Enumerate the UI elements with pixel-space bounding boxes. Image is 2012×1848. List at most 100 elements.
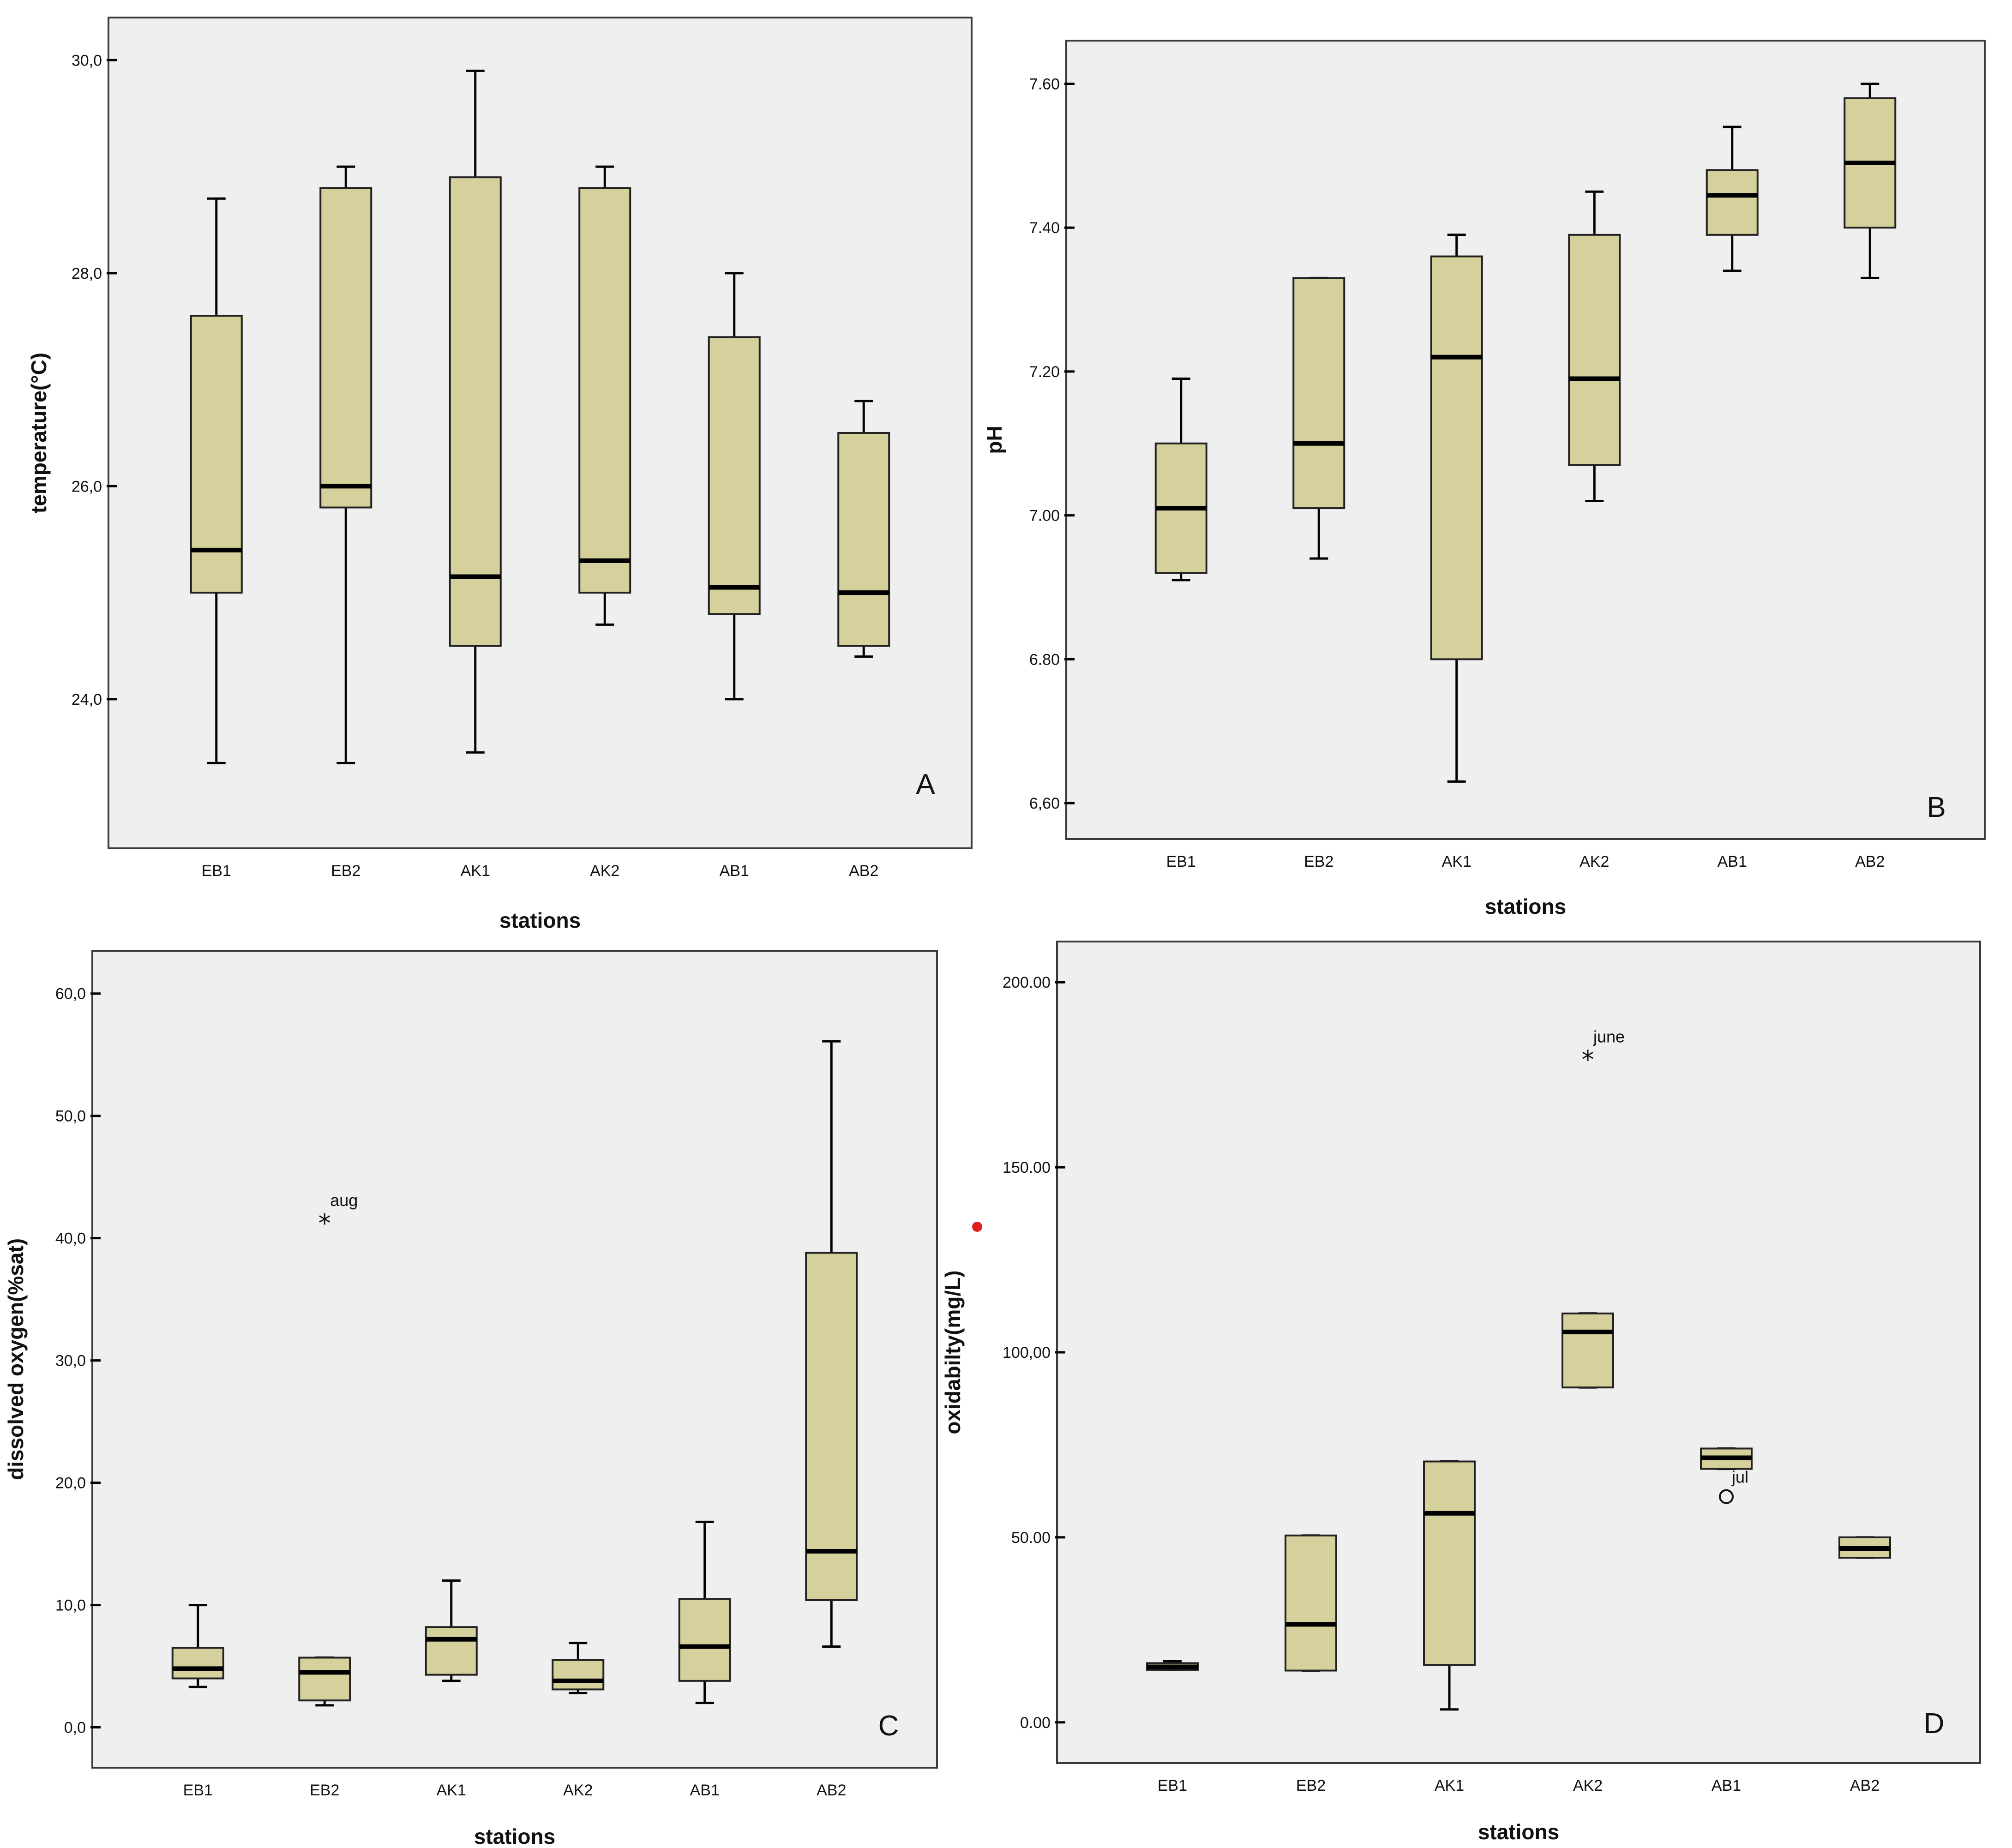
y-tick-label: 30,0 <box>55 1352 86 1370</box>
x-tick-label: AK1 <box>461 862 490 880</box>
iqr-box <box>552 1659 605 1691</box>
iqr-box <box>578 187 631 594</box>
x-axis-title: stations <box>1478 1820 1559 1844</box>
x-tick-label: AB1 <box>1718 853 1747 870</box>
x-tick-label: AK1 <box>1442 853 1471 870</box>
x-tick-label: AB2 <box>1850 1777 1880 1794</box>
x-tick-label: EB1 <box>1158 1777 1187 1794</box>
x-tick-label: AB2 <box>1855 853 1885 870</box>
x-axis-title: stations <box>474 1824 555 1848</box>
x-tick-label: EB2 <box>310 1782 339 1799</box>
x-tick-label: EB1 <box>202 862 231 880</box>
x-axis-title: stations <box>1485 894 1566 918</box>
iqr-box <box>708 336 761 615</box>
iqr-box <box>1430 255 1483 660</box>
iqr-box <box>1706 169 1759 236</box>
box-AK2 <box>1568 190 1621 502</box>
iqr-box <box>1568 234 1621 466</box>
plot-area <box>1065 40 1986 840</box>
outlier-label: aug <box>330 1191 358 1210</box>
y-tick-label: 10,0 <box>55 1597 86 1614</box>
iqr-box <box>678 1598 731 1682</box>
y-tick-label: 20,0 <box>55 1475 86 1492</box>
y-tick-label: 6.80 <box>1029 651 1060 668</box>
y-tick-label: 26,0 <box>72 478 102 495</box>
iqr-box <box>805 1252 858 1601</box>
x-tick-label: AB2 <box>849 862 878 880</box>
y-tick-label: 7.20 <box>1029 363 1060 381</box>
panel-B: 6,60 6.80 7.00 7.20 7.40 7.60 EB1 EB2 AK1 AK2 AB1 A… <box>982 40 1986 918</box>
panel-letter: A <box>916 768 935 800</box>
x-tick-label: EB1 <box>1166 853 1196 870</box>
y-axis-title: pH <box>982 426 1006 454</box>
x-tick-label: AB1 <box>720 862 749 880</box>
iqr-box <box>190 315 243 594</box>
panel-D: 0.00 50.00 100,00 150.00 200.00 EB1 EB2 AK1 AK2 A… <box>941 941 1981 1844</box>
outlier-marker <box>1719 1489 1734 1504</box>
panel-C: 0,0 10,0 20,0 30,0 40,0 50,0 60,0 EB1 EB2 AK1 AK2 A… <box>4 950 938 1848</box>
y-tick-label: 7.00 <box>1029 507 1060 525</box>
iqr-box <box>319 187 372 509</box>
y-tick-label: 60,0 <box>55 985 86 1003</box>
panel-letter: D <box>1924 1708 1945 1740</box>
box-AB2 <box>837 400 890 658</box>
x-tick-label: EB2 <box>331 862 360 880</box>
box-AB2 <box>1838 1536 1891 1559</box>
iqr-box <box>298 1656 351 1702</box>
plot-area <box>108 17 973 849</box>
box-EB1 <box>1154 378 1207 582</box>
outlier-label: june <box>1593 1027 1625 1046</box>
box-AB1 <box>1700 1447 1753 1470</box>
outlier-label: jul <box>1731 1468 1748 1487</box>
x-tick-label: EB2 <box>1296 1777 1326 1794</box>
iqr-box <box>171 1647 224 1680</box>
panel-letter: B <box>1927 792 1946 823</box>
y-tick-label: 0.00 <box>1020 1714 1051 1732</box>
x-tick-label: AK2 <box>563 1782 593 1799</box>
panel-A: 24,0 26,0 28,0 30,0 EB1 EB2 AK1 AK2 AB1 AB2 statio… <box>27 17 973 932</box>
extreme-outlier-marker: * <box>1582 1045 1594 1074</box>
y-axis-title: oxidabilty(mg/L) <box>941 1270 965 1434</box>
box-AK2 <box>1562 1312 1614 1389</box>
plot-area <box>1056 941 1981 1764</box>
x-tick-label: AB2 <box>817 1782 846 1799</box>
y-tick-label: 50.00 <box>1011 1529 1051 1547</box>
panel-letter: C <box>878 1710 899 1742</box>
red-dot-marker <box>972 1222 982 1232</box>
y-tick-label: 6,60 <box>1029 795 1060 812</box>
box-AK1 <box>1430 234 1483 783</box>
x-tick-label: AB1 <box>1712 1777 1741 1794</box>
box-EB1 <box>190 197 243 764</box>
x-tick-label: EB1 <box>183 1782 213 1799</box>
y-tick-label: 200.00 <box>1003 974 1051 991</box>
y-tick-label: 150.00 <box>1003 1159 1051 1176</box>
x-axis-title: stations <box>499 908 581 932</box>
box-EB2 <box>319 165 372 764</box>
x-tick-label: AK1 <box>437 1782 466 1799</box>
x-tick-label: AK2 <box>1573 1777 1603 1794</box>
iqr-box <box>1562 1312 1614 1389</box>
extreme-outlier-marker: * <box>318 1209 331 1238</box>
iqr-box <box>1292 277 1345 510</box>
box-EB1 <box>171 1604 224 1688</box>
y-axis-title: dissolved oxygen(%sat) <box>4 1238 28 1480</box>
plot-area <box>91 950 938 1769</box>
box-AB2 <box>805 1040 858 1648</box>
iqr-box <box>449 176 502 647</box>
y-tick-label: 7.60 <box>1029 76 1060 93</box>
box-EB2 <box>298 1656 351 1707</box>
y-tick-label: 28,0 <box>72 265 102 282</box>
y-tick-label: 7.40 <box>1029 219 1060 237</box>
box-AB1 <box>1706 126 1759 272</box>
iqr-box <box>425 1626 478 1676</box>
box-EB2 <box>1285 1534 1337 1672</box>
x-tick-label: AB1 <box>690 1782 720 1799</box>
y-tick-label: 50,0 <box>55 1108 86 1125</box>
box-AB2 <box>1844 83 1897 279</box>
box-EB1 <box>1146 1660 1199 1671</box>
y-tick-label: 30,0 <box>72 52 102 69</box>
box-EB2 <box>1292 276 1345 560</box>
x-tick-label: AK2 <box>1580 853 1609 870</box>
box-AK1 <box>425 1579 478 1682</box>
